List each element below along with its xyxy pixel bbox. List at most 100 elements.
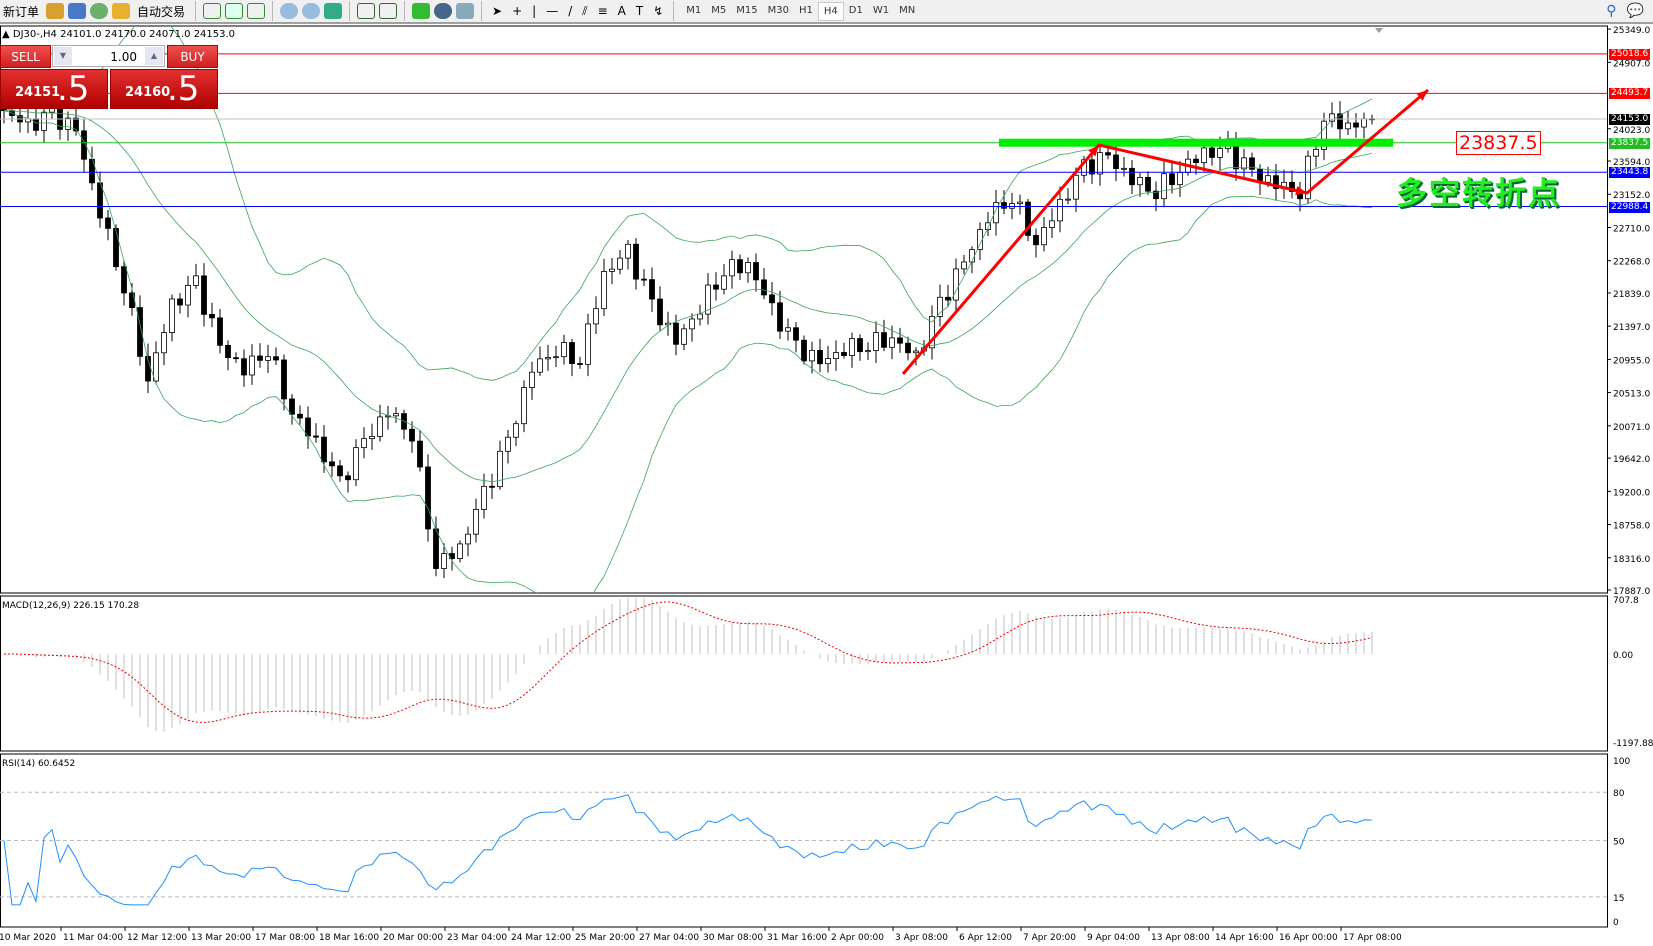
- buy-price-button[interactable]: 24160 .5: [110, 69, 218, 109]
- candle-body: [849, 338, 855, 356]
- candle-body: [497, 450, 503, 488]
- candle-body: [233, 357, 239, 360]
- auto-scroll-icon[interactable]: [357, 3, 376, 19]
- candle-body: [249, 355, 255, 376]
- bar-chart-icon[interactable]: [203, 3, 222, 19]
- candle-body: [1313, 149, 1319, 157]
- autotrading-icon[interactable]: [112, 3, 131, 19]
- horizontal-line-icon[interactable]: —: [546, 4, 559, 18]
- fibonacci-icon[interactable]: ≡: [597, 4, 608, 18]
- candle-body: [793, 327, 799, 341]
- candle: [537, 346, 543, 376]
- equidistant-channel-icon[interactable]: ⫽: [582, 3, 588, 18]
- trendline-icon[interactable]: /: [568, 4, 573, 18]
- new-order-button[interactable]: 新订单: [3, 4, 40, 19]
- volume-field[interactable]: ▼ 1.00 ▲: [52, 45, 165, 67]
- volume-up-icon[interactable]: ▲: [145, 47, 163, 65]
- timeframe-d1[interactable]: D1: [848, 4, 863, 16]
- timeframe-m30[interactable]: M30: [767, 4, 790, 16]
- rsi-line: [3, 794, 1373, 906]
- zoom-out-icon[interactable]: [302, 3, 321, 19]
- candlestick-icon[interactable]: [225, 3, 244, 19]
- candle-body: [305, 417, 311, 437]
- price-tick-label: 24023.0: [1613, 126, 1650, 136]
- periods-icon[interactable]: [434, 3, 453, 19]
- candle-body: [713, 284, 719, 290]
- timeframe-mn[interactable]: MN: [899, 4, 916, 16]
- indicators-icon[interactable]: [412, 3, 431, 19]
- timeframe-m15[interactable]: M15: [736, 4, 758, 16]
- text-label-icon[interactable]: T: [635, 4, 644, 18]
- candle-body: [1057, 198, 1063, 222]
- price-line-label: 23443.8: [1609, 167, 1651, 179]
- timeframe-h1[interactable]: H1: [799, 4, 813, 16]
- candle: [441, 543, 447, 579]
- timeframe-m1[interactable]: M1: [686, 4, 702, 16]
- candle-body: [473, 509, 479, 535]
- volume-value[interactable]: 1.00: [110, 50, 137, 64]
- timeframe-m5[interactable]: M5: [711, 4, 727, 16]
- price-tick-label: 18758.0: [1613, 522, 1650, 532]
- time-tick-label: 18 Mar 16:00: [319, 933, 379, 943]
- candle: [905, 336, 911, 361]
- candle-body: [993, 202, 999, 224]
- volume-down-icon[interactable]: ▼: [54, 47, 72, 65]
- vertical-line-icon[interactable]: |: [532, 4, 537, 18]
- time-tick-label: 2 Apr 00:00: [831, 933, 884, 943]
- candle-body: [1129, 167, 1135, 186]
- cursor-icon[interactable]: ➤: [492, 4, 503, 18]
- candle: [1097, 142, 1103, 186]
- buy-button[interactable]: BUY: [167, 45, 218, 68]
- trend-arrow-path: [901, 88, 1429, 375]
- candle-body: [193, 275, 199, 286]
- signals-icon[interactable]: [90, 3, 109, 19]
- tile-windows-icon[interactable]: [324, 3, 343, 19]
- candle: [929, 305, 935, 360]
- autotrading-button[interactable]: 自动交易: [137, 4, 186, 19]
- candle-body: [201, 275, 207, 315]
- timeframe-h4[interactable]: H4: [817, 1, 844, 21]
- candle: [609, 257, 615, 285]
- terminal-icon[interactable]: [68, 3, 87, 19]
- candle: [1345, 110, 1351, 135]
- candle: [1089, 153, 1095, 184]
- sell-price-button[interactable]: 24151 .5: [0, 69, 108, 109]
- time-tick-label: 12 Mar 12:00: [127, 933, 187, 943]
- sell-button[interactable]: SELL: [0, 45, 51, 68]
- candle: [1329, 102, 1335, 128]
- candle-body: [721, 275, 727, 290]
- candle: [753, 253, 759, 292]
- candle: [313, 423, 319, 443]
- navigator-icon[interactable]: [46, 3, 65, 19]
- candle-body: [561, 342, 567, 358]
- macd-label: MACD(12,26,9) 226.15 170.28: [2, 601, 139, 611]
- candle-body: [617, 257, 623, 270]
- candle: [897, 327, 903, 353]
- timeframe-w1[interactable]: W1: [872, 4, 890, 16]
- templates-icon[interactable]: [456, 3, 475, 19]
- candle-body: [1009, 203, 1015, 209]
- candle-body: [273, 356, 279, 361]
- zoom-in-icon[interactable]: [280, 3, 299, 19]
- crosshair-icon[interactable]: +: [512, 4, 523, 18]
- candle-body: [65, 117, 71, 130]
- chat-icon[interactable]: 💬: [1626, 3, 1644, 19]
- time-tick-label: 17 Mar 08:00: [255, 933, 315, 943]
- candle: [377, 404, 383, 442]
- line-chart-icon[interactable]: [247, 3, 266, 19]
- candle-body: [1161, 173, 1167, 200]
- candle: [1137, 173, 1143, 197]
- candle: [833, 340, 839, 371]
- separator: [481, 1, 483, 21]
- candle-body: [1249, 157, 1255, 170]
- separator: [349, 1, 351, 21]
- text-icon[interactable]: A: [617, 4, 626, 18]
- candle: [697, 304, 703, 326]
- chart-shift-icon[interactable]: [379, 3, 398, 19]
- candle: [329, 452, 335, 477]
- candle-body: [1097, 152, 1103, 175]
- candle: [185, 275, 191, 318]
- arrows-icon[interactable]: ↯: [653, 4, 664, 18]
- search-icon[interactable]: ⚲: [1606, 3, 1617, 19]
